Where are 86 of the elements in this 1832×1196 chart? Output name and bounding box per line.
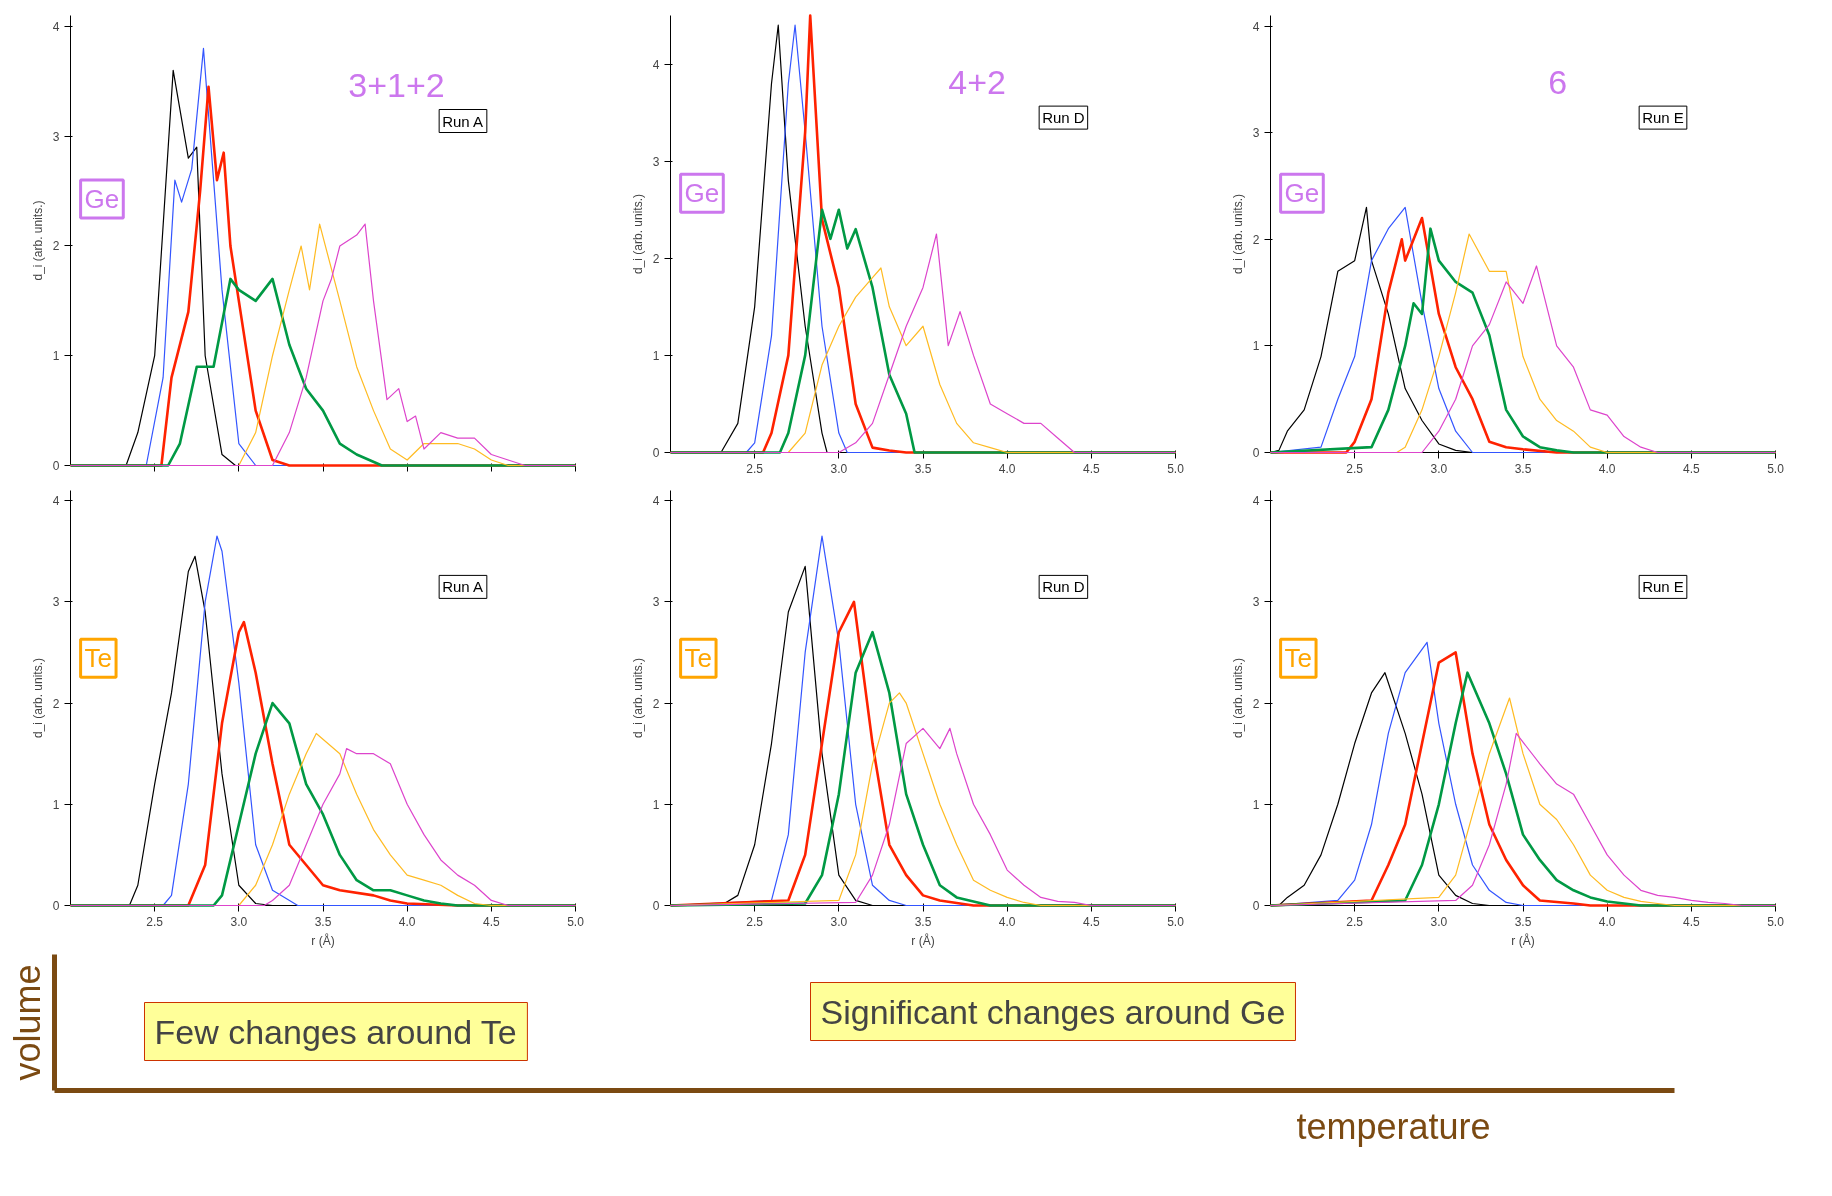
y-tick-label: 3: [52, 129, 60, 144]
x-tick-label: 4.0: [1598, 461, 1616, 476]
y-axis-title: d_i (arb. units.): [630, 193, 645, 275]
x-tick-label: 4.0: [398, 914, 416, 929]
annotation: Run D: [1042, 578, 1085, 596]
y-tick-label: 3: [52, 595, 60, 610]
y-tick-label: 0: [1252, 899, 1260, 913]
line-series: [69, 223, 577, 467]
x-tick-label: 3.0: [1430, 914, 1448, 929]
y-tick-label: 3: [1252, 126, 1260, 141]
annotation: Ge: [84, 184, 120, 214]
y-axis-title: d_i (arb. units.): [30, 657, 45, 739]
y-tick-label: 2: [52, 239, 60, 254]
x-tick-label: 5.0: [567, 914, 585, 929]
text: Few changes around Te: [154, 1012, 517, 1051]
x-tick-label: 5.0: [1767, 914, 1785, 929]
y-tick-label: 4: [1252, 494, 1260, 509]
text: Significant changes around Ge: [820, 992, 1286, 1031]
y-tick-label: 2: [652, 251, 660, 266]
x-tick-label: 4.5: [1682, 461, 1700, 476]
y-tick-label: 4: [652, 494, 660, 509]
annotation: Run E: [1642, 578, 1684, 596]
y-axis-title: d_i (arb. units.): [1230, 193, 1245, 275]
y-tick-label: 2: [652, 696, 660, 711]
x-tick-label: 2.5: [1346, 914, 1364, 929]
text: volume: [7, 964, 48, 1081]
y-tick-label: 2: [52, 696, 60, 711]
y-tick-label: 1: [652, 797, 660, 812]
x-tick-label: 3.5: [1514, 461, 1532, 476]
y-tick-label: 3: [652, 595, 660, 610]
x-tick-label: 5.0: [1167, 461, 1185, 476]
y-axis-title: d_i (arb. units.): [30, 200, 45, 281]
x-tick-label: 4.0: [998, 914, 1016, 929]
x-tick-label: 2.5: [746, 461, 764, 476]
x-tick-label: 4.0: [1598, 914, 1616, 929]
x-tick-label: 4.5: [1682, 914, 1700, 929]
y-tick-label: 0: [652, 446, 660, 460]
annotation: Run A: [442, 112, 484, 130]
annotation: Te: [84, 643, 113, 674]
y-tick-label: 1: [52, 349, 60, 364]
y-tick-label: 4: [652, 57, 660, 72]
y-tick-label: 0: [1252, 446, 1260, 460]
x-tick-label: 2.5: [146, 914, 164, 929]
y-tick-label: 3: [1252, 595, 1260, 610]
y-tick-label: 1: [52, 797, 60, 812]
text: temperature: [1296, 1105, 1491, 1147]
x-tick-label: 4.0: [998, 461, 1016, 476]
x-tick-label: 4.5: [482, 914, 500, 929]
x-tick-label: 2.5: [1346, 461, 1364, 476]
y-tick-label: 1: [652, 348, 660, 363]
y-tick-label: 3: [652, 154, 660, 169]
x-axis-title: r (Å): [311, 932, 335, 948]
y-tick-label: 0: [52, 459, 60, 473]
y-tick-label: 4: [52, 494, 60, 509]
x-tick-label: 3.5: [914, 914, 932, 929]
y-tick-label: 0: [652, 899, 660, 913]
x-tick-label: 3.5: [314, 914, 332, 929]
x-tick-label: 3.5: [1514, 914, 1532, 929]
x-tick-label: 2.5: [746, 914, 764, 929]
x-axis-title: r (Å): [911, 932, 935, 948]
y-tick-label: 2: [1252, 232, 1260, 247]
x-tick-label: 3.0: [830, 914, 848, 929]
x-tick-label: 3.0: [1430, 461, 1448, 476]
annotation: Te: [684, 643, 713, 674]
x-tick-label: 4.5: [1082, 914, 1100, 929]
x-tick-label: 3.0: [230, 914, 248, 929]
y-tick-label: 1: [1252, 339, 1260, 354]
y-tick-label: 1: [1252, 797, 1260, 812]
annotation: 3+1+2: [348, 65, 445, 104]
y-tick-label: 4: [52, 19, 60, 34]
x-tick-label: 4.5: [1082, 461, 1100, 476]
y-tick-label: 2: [1252, 696, 1260, 711]
x-axis-title: r (Å): [1511, 932, 1535, 948]
y-tick-label: 4: [1252, 19, 1260, 34]
annotation: Ge: [1284, 178, 1320, 209]
y-tick-label: 0: [52, 899, 60, 913]
annotation: Run A: [442, 578, 484, 596]
x-tick-label: 3.0: [830, 461, 848, 476]
annotation: Run E: [1642, 109, 1684, 127]
x-tick-label: 3.5: [914, 461, 932, 476]
y-axis-title: d_i (arb. units.): [1230, 657, 1245, 739]
x-tick-label: 5.0: [1767, 461, 1785, 476]
x-tick-label: 5.0: [1167, 914, 1185, 929]
y-axis-title: d_i (arb. units.): [630, 657, 645, 739]
annotation: 6: [1548, 63, 1568, 102]
annotation: Te: [1284, 643, 1313, 674]
